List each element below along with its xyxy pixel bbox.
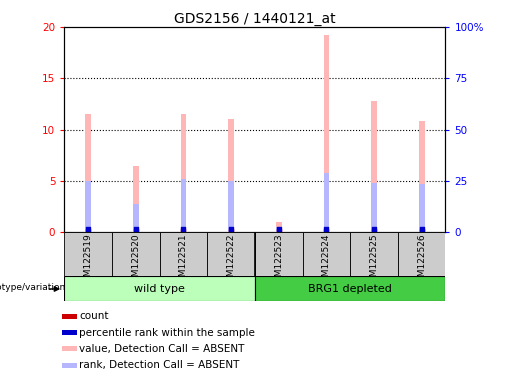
Text: value, Detection Call = ABSENT: value, Detection Call = ABSENT <box>79 344 244 354</box>
Point <box>84 226 92 232</box>
Bar <box>323 173 329 232</box>
Text: GSM122525: GSM122525 <box>370 233 379 288</box>
Point <box>274 228 283 234</box>
Text: GSM122526: GSM122526 <box>417 233 426 288</box>
Bar <box>85 181 91 232</box>
FancyBboxPatch shape <box>350 232 398 276</box>
Text: genotype/variation: genotype/variation <box>0 283 65 292</box>
Point <box>84 228 92 234</box>
FancyBboxPatch shape <box>255 232 303 276</box>
Text: BRG1 depleted: BRG1 depleted <box>308 284 392 294</box>
Point <box>418 226 426 232</box>
Point <box>370 228 378 234</box>
Bar <box>419 121 424 232</box>
Bar <box>323 35 329 232</box>
Point <box>132 226 140 232</box>
FancyBboxPatch shape <box>207 232 255 276</box>
FancyBboxPatch shape <box>398 232 445 276</box>
Point <box>370 226 378 232</box>
Text: percentile rank within the sample: percentile rank within the sample <box>79 328 255 338</box>
Bar <box>133 166 139 232</box>
Point <box>322 228 331 234</box>
Point <box>132 228 140 234</box>
FancyBboxPatch shape <box>160 232 207 276</box>
Bar <box>85 114 91 232</box>
Point <box>418 228 426 234</box>
FancyBboxPatch shape <box>255 276 445 301</box>
Text: wild type: wild type <box>134 284 185 294</box>
Point <box>179 228 187 234</box>
Bar <box>419 184 424 232</box>
Title: GDS2156 / 1440121_at: GDS2156 / 1440121_at <box>174 12 336 26</box>
Bar <box>62 330 77 335</box>
FancyBboxPatch shape <box>303 232 350 276</box>
Text: rank, Detection Call = ABSENT: rank, Detection Call = ABSENT <box>79 360 239 371</box>
FancyBboxPatch shape <box>112 232 160 276</box>
Bar <box>228 181 234 232</box>
Text: GSM122519: GSM122519 <box>84 233 93 288</box>
Text: GSM122524: GSM122524 <box>322 233 331 288</box>
FancyBboxPatch shape <box>64 276 255 301</box>
Text: GSM122523: GSM122523 <box>274 233 283 288</box>
Point <box>179 226 187 232</box>
Text: GSM122521: GSM122521 <box>179 233 188 288</box>
Point <box>227 228 235 234</box>
Bar <box>62 346 77 351</box>
Bar <box>276 227 282 232</box>
Text: GSM122522: GSM122522 <box>227 233 235 288</box>
Point <box>274 226 283 232</box>
Bar <box>276 222 282 232</box>
FancyBboxPatch shape <box>64 232 112 276</box>
Point <box>322 226 331 232</box>
Text: count: count <box>79 311 109 321</box>
Bar <box>62 363 77 367</box>
Bar <box>133 204 139 232</box>
Bar <box>62 314 77 319</box>
Bar <box>181 114 186 232</box>
Text: GSM122520: GSM122520 <box>131 233 140 288</box>
Point <box>227 226 235 232</box>
Bar <box>371 183 377 232</box>
Bar <box>181 179 186 232</box>
Bar <box>371 101 377 232</box>
Bar <box>228 119 234 232</box>
